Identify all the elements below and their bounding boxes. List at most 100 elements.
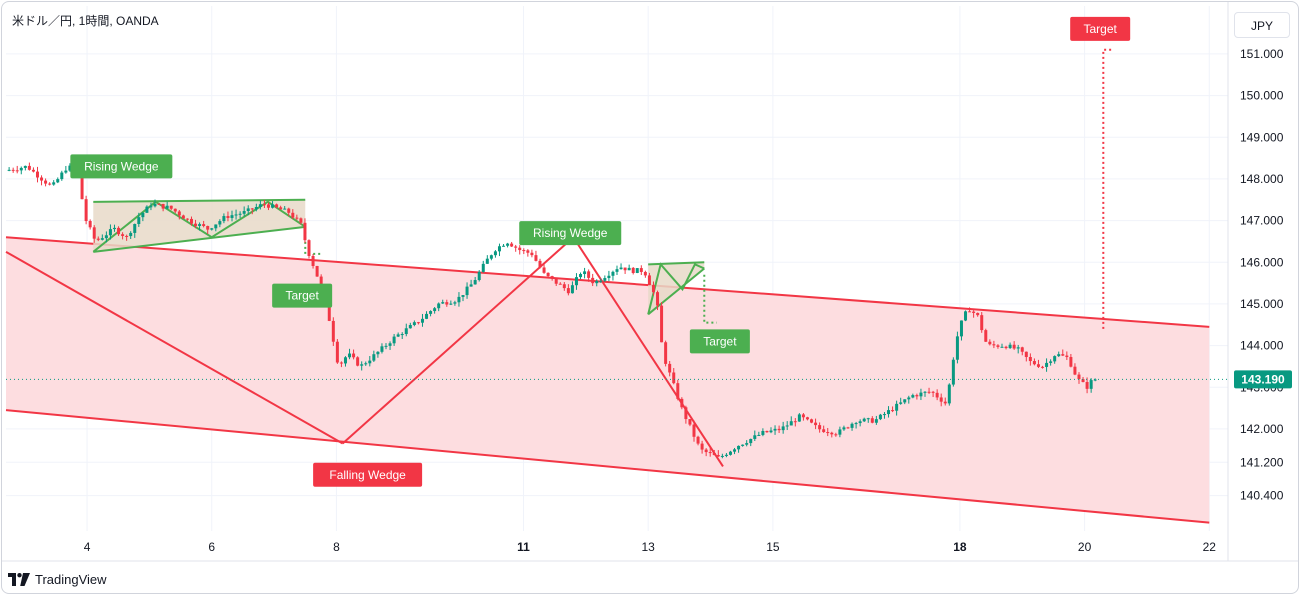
candle-body[interactable] [506,243,510,246]
candle-body[interactable] [145,206,149,213]
candle-body[interactable] [741,444,745,446]
candle-body[interactable] [562,284,566,289]
candle-body[interactable] [639,268,643,272]
candle-body[interactable] [789,421,793,426]
candle-body[interactable] [35,171,39,178]
candle-body[interactable] [299,218,303,223]
candle-body[interactable] [611,271,615,276]
rising-wedge-zigzag[interactable] [92,200,306,253]
candle-body[interactable] [518,247,522,251]
candle-body[interactable] [238,213,242,215]
candle-body[interactable] [862,418,866,422]
candle-body[interactable] [684,407,688,420]
candle-body[interactable] [607,275,611,279]
candle-body[interactable] [210,228,214,230]
candle-body[interactable] [550,276,554,279]
candle-body[interactable] [416,322,420,324]
candle-body[interactable] [850,423,854,428]
candle-body[interactable] [465,286,469,296]
candle-body[interactable] [842,427,846,430]
pattern-label-rising-wedge[interactable]: Rising Wedge [70,154,173,179]
candle-body[interactable] [15,170,19,172]
candle-body[interactable] [206,226,210,230]
candle-body[interactable] [185,218,189,220]
rising-wedge-boundary[interactable] [648,261,705,266]
candle-body[interactable] [489,255,493,259]
candle-body[interactable] [907,397,911,400]
candle-body[interactable] [27,165,31,170]
candle-body[interactable] [360,364,364,366]
candle-body[interactable] [125,235,129,237]
candle-body[interactable] [769,430,773,433]
candle-body[interactable] [449,303,453,305]
candle-body[interactable] [222,216,226,222]
candle-body[interactable] [728,451,732,455]
pattern-label-target[interactable]: Target [272,283,333,308]
candle-body[interactable] [959,320,963,337]
candle-body[interactable] [688,419,692,425]
candle-body[interactable] [425,313,429,319]
candle-body[interactable] [1069,357,1073,367]
candle-body[interactable] [733,449,737,452]
candle-body[interactable] [149,206,153,208]
candle-body[interactable] [951,359,955,385]
candle-body[interactable] [510,243,514,247]
candle-body[interactable] [878,414,882,420]
candle-body[interactable] [846,427,850,429]
candle-body[interactable] [1053,356,1057,362]
candle-body[interactable] [1085,382,1089,389]
candle-body[interactable] [169,205,173,209]
candle-body[interactable] [40,177,44,181]
candlestick-series[interactable] [7,162,1097,459]
candle-body[interactable] [153,203,157,207]
candle-body[interactable] [356,357,360,366]
candle-body[interactable] [271,204,275,208]
falling-wedge-line[interactable] [572,236,724,467]
candle-body[interactable] [368,360,372,364]
candle-body[interactable] [92,227,96,239]
candle-body[interactable] [793,421,797,423]
candle-body[interactable] [664,342,668,364]
candle-body[interactable] [1032,361,1036,365]
candle-body[interactable] [258,204,262,207]
candle-body[interactable] [1024,351,1028,358]
candle-body[interactable] [781,426,785,431]
candle-body[interactable] [250,208,254,210]
candle-body[interactable] [283,208,287,210]
rising-wedge-zigzag[interactable] [647,262,705,315]
candle-body[interactable] [943,401,947,404]
candle-body[interactable] [384,345,388,347]
candle-body[interactable] [826,432,830,434]
channel-lower-line[interactable] [5,409,1210,524]
candle-body[interactable] [133,224,137,233]
candle-body[interactable] [408,325,412,329]
candle-body[interactable] [137,217,141,225]
candle-body[interactable] [866,418,870,420]
candle-body[interactable] [818,425,822,430]
candle-body[interactable] [279,207,283,210]
candle-body[interactable] [1020,347,1024,352]
candle-body[interactable] [656,292,660,306]
candle-body[interactable] [376,351,380,355]
candle-body[interactable] [315,265,319,277]
candle-body[interactable] [822,429,826,433]
candle-body[interactable] [457,296,461,303]
candle-body[interactable] [874,419,878,423]
pattern-label-target[interactable]: Target [689,329,750,354]
candle-body[interactable] [473,280,477,285]
candle-body[interactable] [939,397,943,402]
candle-body[interactable] [935,392,939,398]
candle-body[interactable] [955,336,959,360]
candle-body[interactable] [870,418,874,423]
candle-body[interactable] [574,277,578,286]
candle-body[interactable] [339,362,343,364]
candle-body[interactable] [11,169,15,171]
candle-body[interactable] [157,203,161,205]
candle-body[interactable] [627,267,631,271]
candle-body[interactable] [194,223,198,226]
candle-body[interactable] [1000,346,1004,348]
candle-body[interactable] [712,452,716,456]
candle-body[interactable] [230,215,234,218]
candle-body[interactable] [108,229,112,236]
